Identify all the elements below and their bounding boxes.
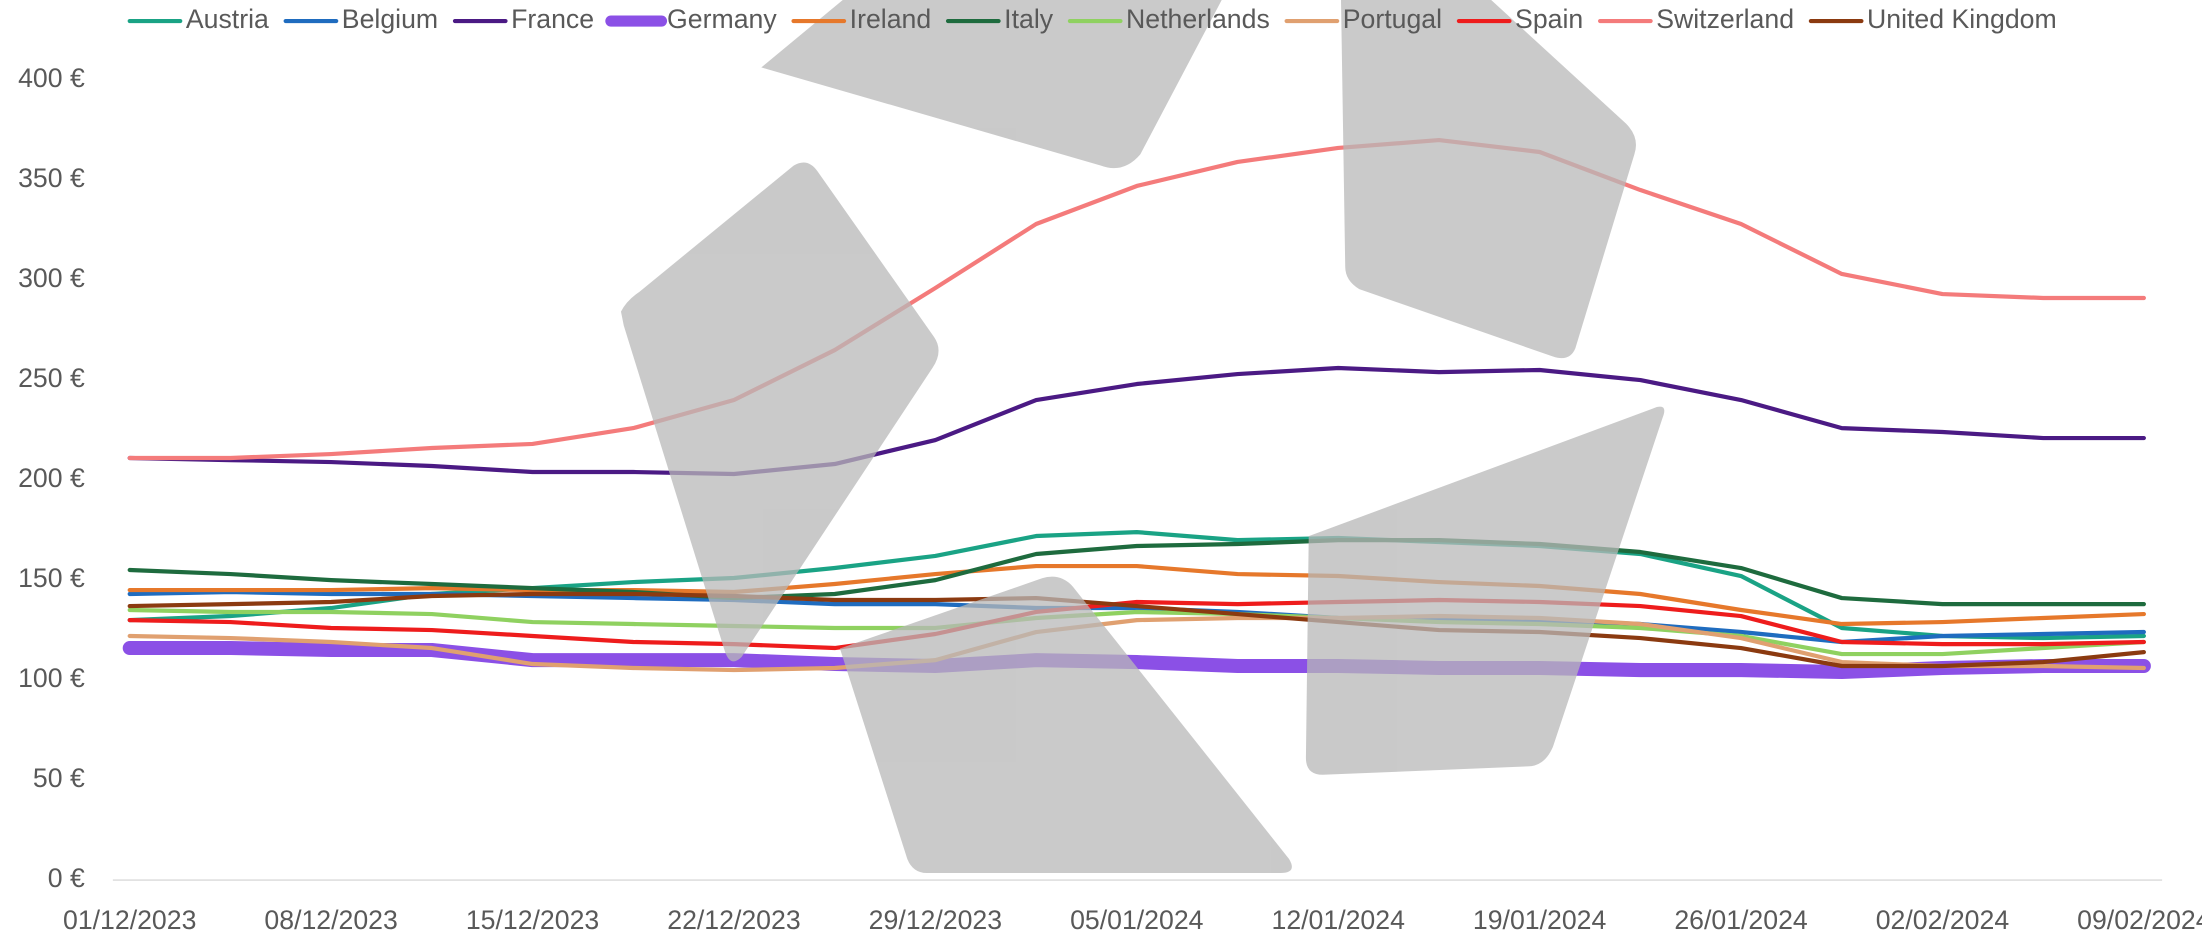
x-tick-label: 15/12/2023: [466, 905, 599, 935]
y-tick-label: 300 €: [18, 263, 85, 293]
legend-label: Germany: [667, 4, 777, 34]
x-tick-label: 29/12/2023: [869, 905, 1002, 935]
y-tick-label: 150 €: [18, 563, 85, 593]
legend-label: Ireland: [850, 4, 932, 34]
legend-label: Netherlands: [1126, 4, 1270, 34]
legend-label: Spain: [1515, 4, 1583, 34]
x-tick-label: 05/01/2024: [1070, 905, 1204, 935]
legend-label: Portugal: [1343, 4, 1442, 34]
y-tick-label: 0 €: [48, 863, 85, 893]
legend-label: Switzerland: [1656, 4, 1794, 34]
legend-label: United Kingdom: [1867, 4, 2057, 34]
x-tick-label: 09/02/2024: [2077, 905, 2202, 935]
y-tick-label: 250 €: [18, 363, 85, 393]
y-tick-label: 400 €: [18, 63, 85, 93]
legend-label: Belgium: [342, 4, 438, 34]
y-tick-label: 200 €: [18, 463, 85, 493]
x-tick-label: 12/01/2024: [1271, 905, 1405, 935]
legend-label: Italy: [1004, 4, 1054, 34]
series-line: [130, 368, 2144, 474]
x-tick-label: 08/12/2023: [264, 905, 397, 935]
watermark-shape: [1341, 0, 1636, 358]
x-tick-label: 22/12/2023: [667, 905, 800, 935]
series-line: [130, 140, 2144, 458]
watermark-shape: [840, 577, 1292, 873]
y-tick-label: 100 €: [18, 663, 85, 693]
y-tick-label: 350 €: [18, 163, 85, 193]
legend-label: Austria: [186, 4, 269, 34]
x-tick-label: 26/01/2024: [1674, 905, 1808, 935]
legend-label: France: [511, 4, 594, 34]
x-tick-label: 19/01/2024: [1473, 905, 1607, 935]
x-tick-label: 02/02/2024: [1876, 905, 2010, 935]
chart: 0 € 50 € 100 € 150 € 200 € 250 € 300 € 350 € 400…: [0, 0, 2202, 939]
y-tick-label: 50 €: [33, 763, 85, 793]
watermark: [621, 0, 1664, 873]
lines: [130, 140, 2144, 672]
x-tick-label: 01/12/2023: [63, 905, 196, 935]
